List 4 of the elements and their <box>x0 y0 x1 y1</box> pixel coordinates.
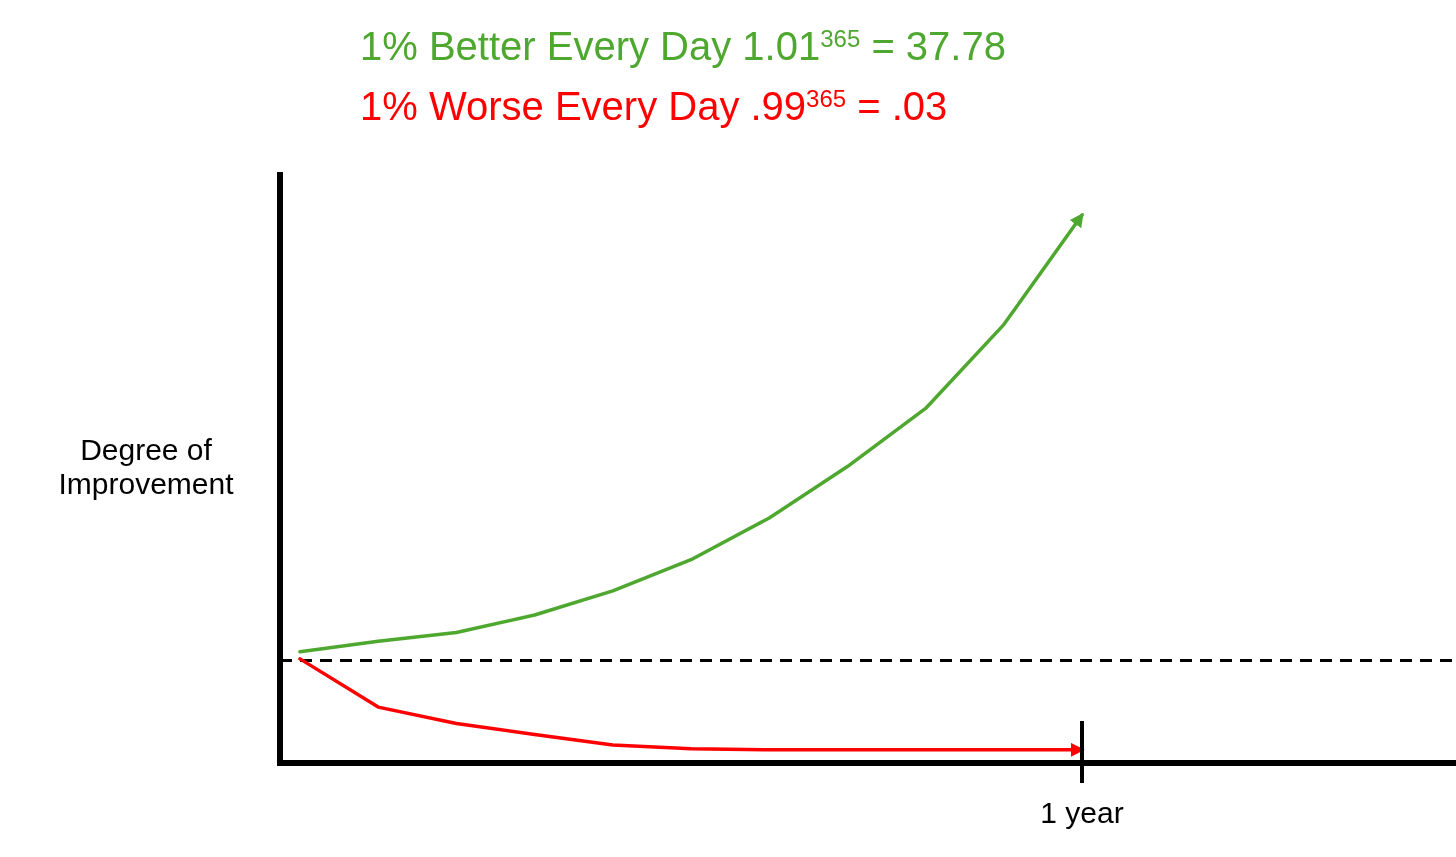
y-axis-title: Degree of Improvement <box>58 433 235 500</box>
chart-title: 1% Better Every Day 1.01$^{365}$ = 37.78 <box>360 24 1006 68</box>
chart-subtitle: 1% Worse Every Day .99$^{365}$ = .03 <box>360 84 948 128</box>
text: 1 year <box>1040 796 1124 829</box>
